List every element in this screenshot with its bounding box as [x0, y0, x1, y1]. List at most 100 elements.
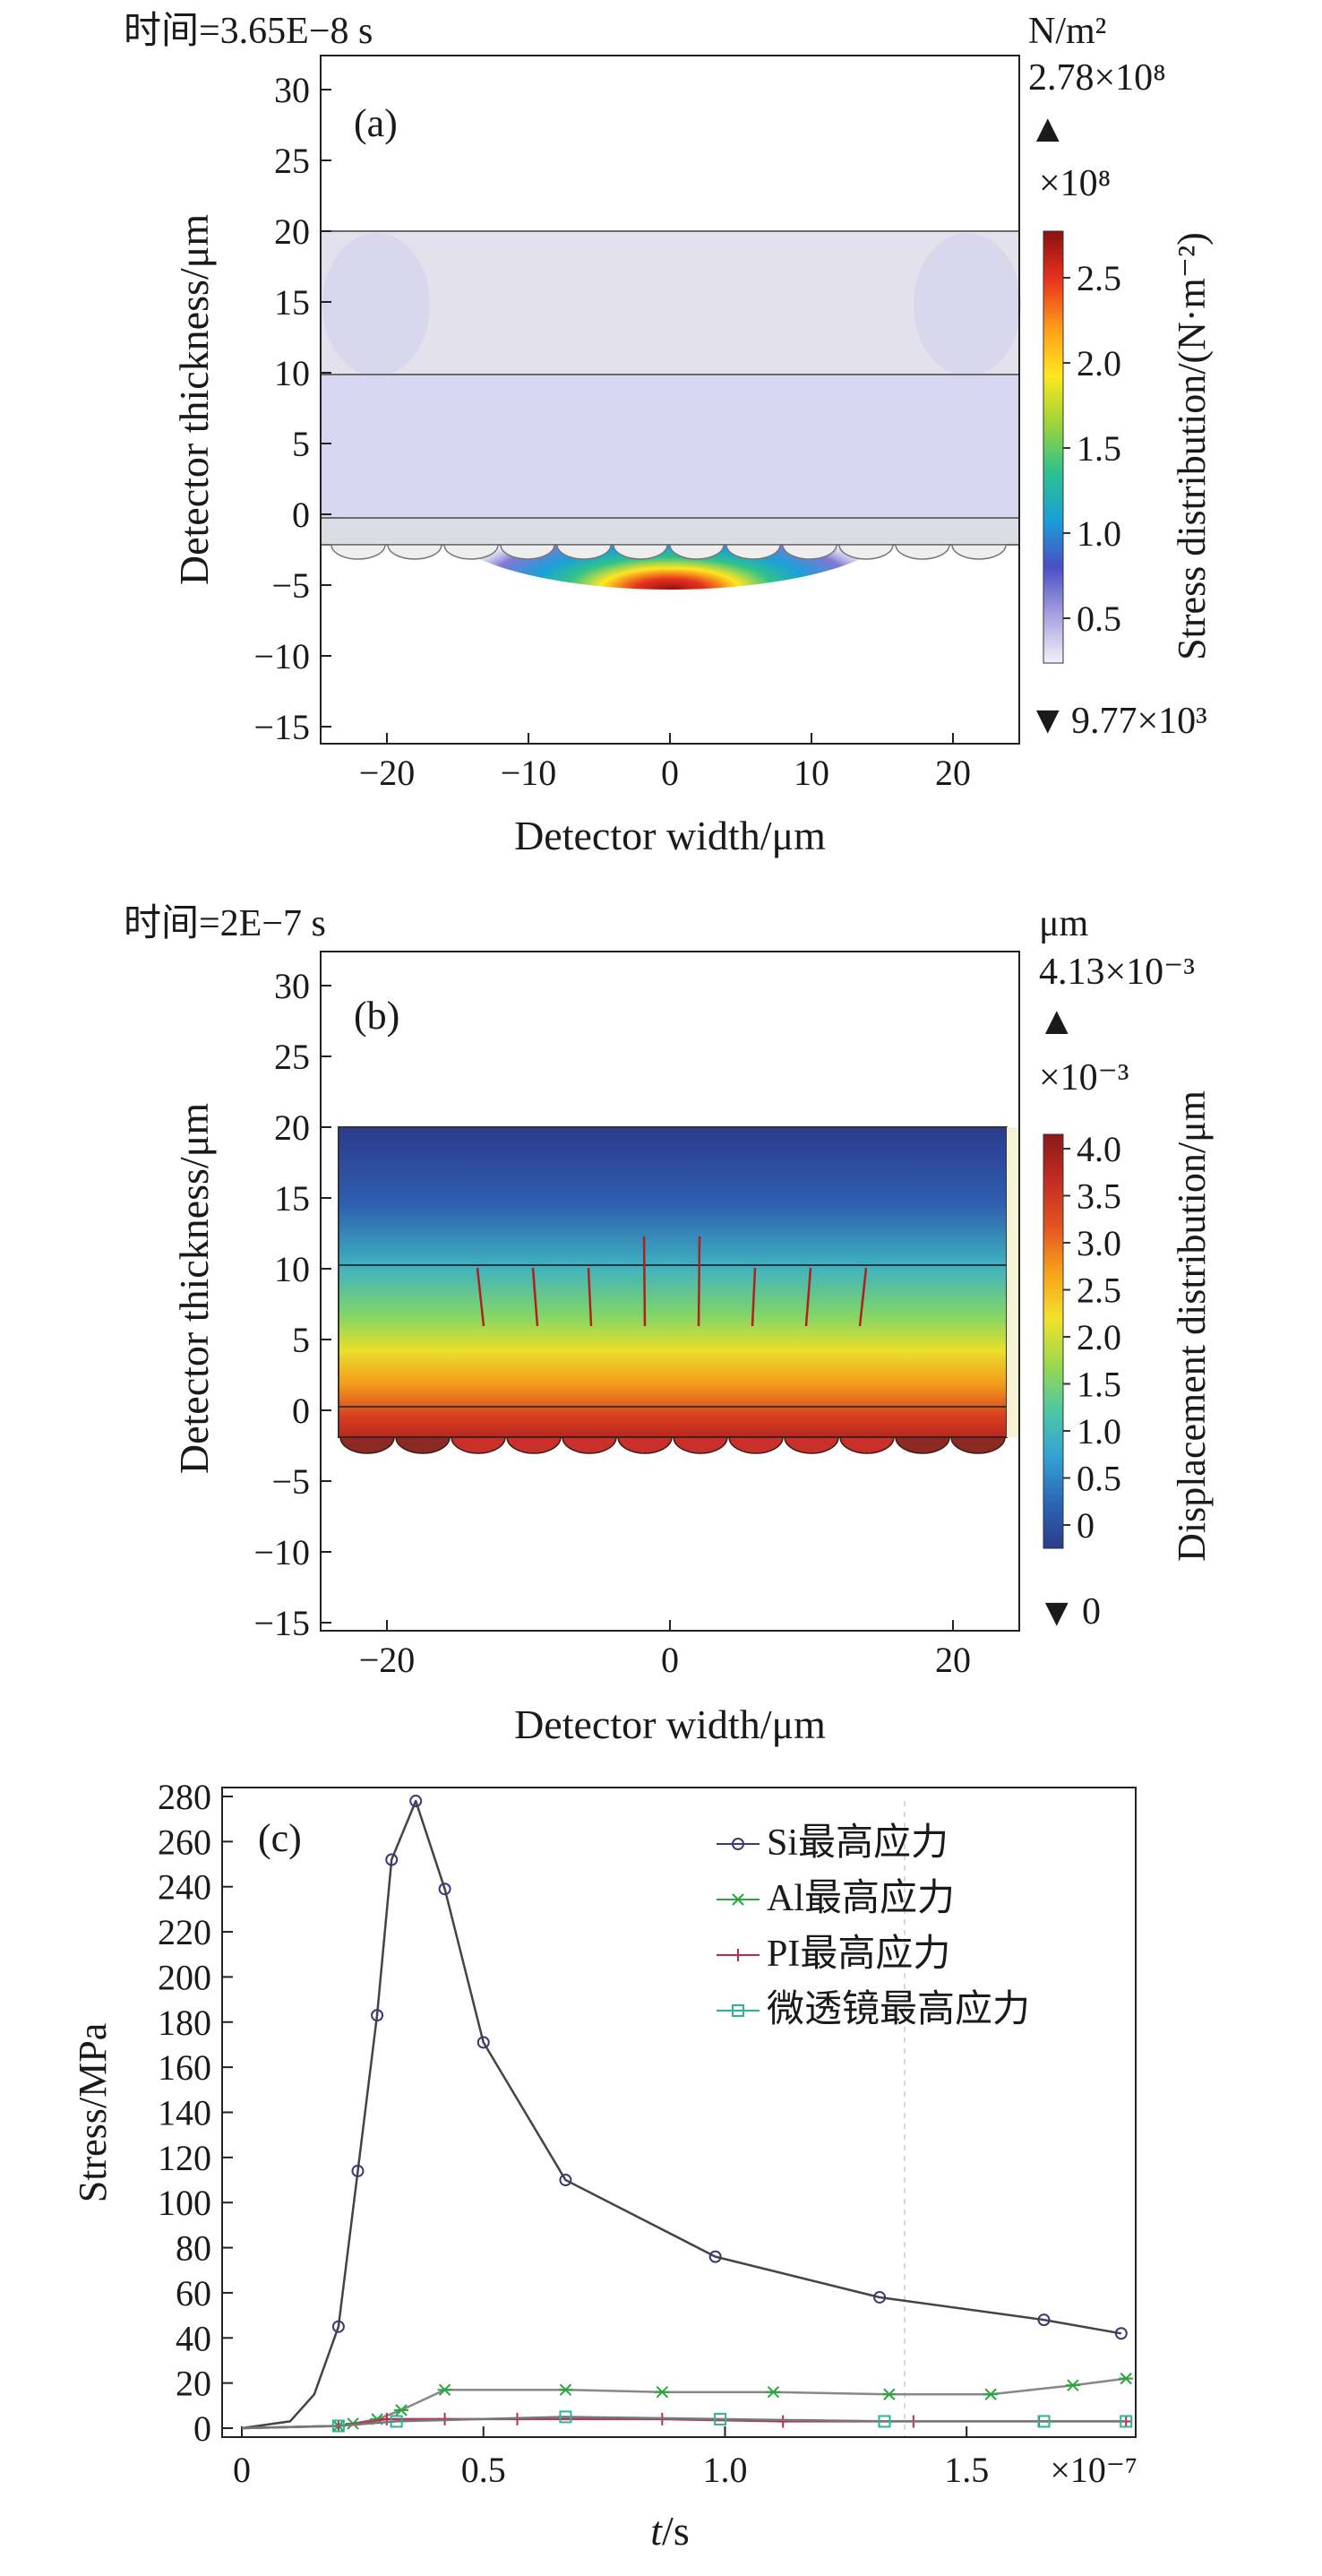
microlens — [387, 544, 442, 560]
data-point — [559, 2410, 572, 2424]
panel-a-ylabel: Detector thickness/μm — [171, 214, 217, 585]
legend-swatch-marker — [732, 2004, 744, 2017]
colorbar-tick-label: 2.0 — [1077, 343, 1121, 383]
y-tick-label: 200 — [158, 1957, 211, 1997]
panel-b-colorbar-ticks: 4.0 3.5 3.0 2.5 2.0 1.5 1.0 0.5 0 — [1063, 1129, 1121, 1546]
panel-b-edge-strip — [1007, 1127, 1019, 1437]
microlens — [330, 544, 386, 560]
x-tick-label: 10 — [794, 753, 829, 793]
data-point — [1120, 2415, 1133, 2428]
x-tick-label: 20 — [935, 1640, 971, 1680]
panel-a-min-marker: ▼ — [1028, 698, 1068, 742]
panel-a-max-label: 2.78×10⁸ — [1028, 57, 1166, 99]
data-point — [708, 2250, 722, 2263]
y-tick-label: 100 — [158, 2183, 211, 2223]
panel-b-colorbar — [1043, 1133, 1064, 1549]
y-tick-label: 20 — [176, 2364, 211, 2404]
legend-label: PI最高应力 — [767, 1933, 950, 1975]
microlens — [339, 1436, 395, 1454]
data-point — [351, 2164, 365, 2177]
y-tick-label: 10 — [274, 353, 310, 393]
legend-swatch-marker — [731, 1893, 745, 1906]
panel-c-axes-frame — [221, 1787, 1137, 2438]
microlens — [784, 1436, 839, 1454]
panel-a-colorbar-label: Stress distribution/(N·m⁻²) — [1170, 232, 1214, 660]
data-point — [476, 2036, 490, 2049]
microlens — [506, 1436, 562, 1454]
microlens — [673, 1436, 728, 1454]
panel-a-colorbar-ticks: 2.5 2.0 1.5 1.0 0.5 — [1063, 258, 1121, 639]
panel-c-xlabel: t/s — [650, 2508, 689, 2554]
displacement-arrow — [476, 1267, 485, 1327]
y-tick-label: 160 — [158, 2047, 211, 2088]
data-point — [1065, 2379, 1080, 2391]
panel-c-ylabel: Stress/MPa — [71, 2023, 115, 2202]
panel-a-min-label: 9.77×10³ — [1071, 701, 1207, 742]
panel-a-unit: N/m² — [1028, 11, 1106, 52]
legend-label: Al最高应力 — [767, 1877, 955, 1919]
panel-b-displacement-arrows — [476, 1236, 868, 1327]
y-tick-label: 15 — [274, 1178, 310, 1219]
y-tick-label: 25 — [274, 1037, 310, 1077]
colorbar-tick-label: 2.5 — [1077, 1271, 1121, 1311]
colorbar-tick-label: 1.5 — [1077, 428, 1121, 469]
panel-b-colorbar-label: Displacement distribution/μm — [1170, 1090, 1214, 1562]
data-point — [559, 2174, 572, 2187]
y-tick-label: 30 — [274, 70, 310, 110]
panel-a-top-layer — [320, 230, 1020, 375]
panel-a-ticks: 30 25 20 15 10 5 0 −5 −10 −15 −20 −10 0 10 20 — [253, 70, 971, 793]
colorbar-tick-label: 3.0 — [1077, 1223, 1121, 1263]
y-tick-label: −10 — [253, 636, 310, 676]
data-point — [1119, 2372, 1134, 2385]
data-point — [878, 2415, 891, 2428]
y-tick-label: 5 — [292, 1320, 310, 1360]
microlens — [838, 544, 894, 560]
microlens — [950, 1436, 1006, 1454]
displacement-arrow — [751, 1267, 757, 1327]
microlens — [443, 544, 499, 560]
microlens — [951, 544, 1007, 560]
x-tick-label: 1.5 — [944, 2450, 989, 2490]
y-tick-label: 0 — [292, 495, 310, 535]
legend-swatch-marker — [732, 1949, 744, 1961]
panel-a-stress-blob — [914, 233, 1021, 376]
y-tick-label: 60 — [176, 2273, 211, 2313]
data-point — [1114, 2327, 1128, 2340]
data-point — [1037, 2415, 1051, 2428]
data-point — [655, 2386, 670, 2399]
panel-b: 时间=2E−7 s 30 25 20 15 10 5 0 −5 −10 −15 −20 0 20 (b)… — [124, 903, 1214, 1747]
panel-b-time-label: 时间=2E−7 s — [124, 903, 326, 944]
x-tick-label: −10 — [501, 753, 557, 793]
colorbar-tick-label: 3.5 — [1077, 1176, 1121, 1217]
data-point — [777, 2415, 790, 2428]
panel-b-microlens-row — [339, 1436, 1006, 1454]
microlens — [556, 544, 612, 560]
data-point — [409, 1795, 423, 1808]
microlens — [669, 544, 725, 560]
panel-a-stress-blob — [322, 233, 430, 376]
colorbar-tick-label: 1.0 — [1077, 1411, 1121, 1452]
x-tick-label: 0 — [233, 2450, 251, 2490]
x-tick-label: 0 — [661, 753, 679, 793]
displacement-arrow — [587, 1267, 593, 1327]
x-tick-label: 1.0 — [702, 2450, 747, 2490]
y-tick-label: 15 — [274, 282, 310, 323]
y-tick-label: 25 — [274, 141, 310, 181]
y-tick-label: −15 — [253, 1603, 310, 1643]
panel-a-colorbar — [1043, 230, 1064, 664]
panel-c: 0204060801001201401601802002202402602800… — [71, 1777, 1137, 2554]
microlens — [839, 1436, 895, 1454]
colorbar-tick-label: 2.5 — [1077, 258, 1121, 298]
panel-a: 时间=3.65E−8 s 30 25 20 15 10 5 0 −5 −10 −15 −20 −10 0… — [124, 11, 1214, 858]
data-point — [390, 2415, 403, 2428]
colorbar-tick-label: 1.0 — [1077, 513, 1121, 554]
panel-c-plot: 0204060801001201401601802002202402602800… — [158, 1777, 1134, 2490]
panel-b-max-marker: ▲ — [1037, 999, 1077, 1043]
panel-b-ticks: 30 25 20 15 10 5 0 −5 −10 −15 −20 0 20 — [253, 966, 971, 1680]
y-tick-label: 20 — [274, 1107, 310, 1148]
data-point — [437, 2383, 452, 2396]
microlens — [500, 544, 555, 560]
panel-b-panel-label: (b) — [354, 994, 399, 1038]
y-tick-label: 260 — [158, 1822, 211, 1862]
y-tick-label: 40 — [176, 2318, 211, 2358]
